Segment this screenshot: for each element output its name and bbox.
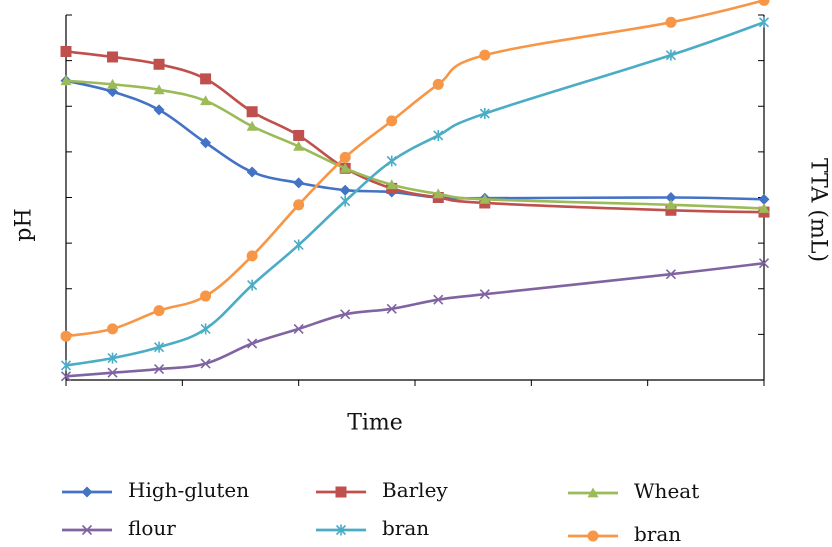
data-point (433, 129, 444, 141)
data-point (386, 179, 398, 190)
legend-label: bran (382, 516, 430, 540)
data-point (247, 338, 258, 349)
legend-marker (81, 486, 93, 498)
y-axis-left-title: pH (11, 208, 37, 242)
data-point (339, 151, 351, 163)
series-line (65, 0, 765, 338)
data-point (432, 78, 444, 90)
data-point (200, 73, 212, 85)
series-5 (60, 0, 770, 342)
legend-key (62, 486, 112, 498)
data-point (246, 166, 258, 178)
data-point (665, 192, 677, 203)
data-point (293, 239, 304, 251)
series-line (65, 79, 765, 201)
series-line (65, 261, 765, 378)
data-point (60, 46, 72, 57)
data-point (200, 95, 212, 106)
data-point (339, 184, 351, 196)
data-point (60, 371, 72, 382)
data-point (340, 195, 351, 207)
x-axis-title: Time (347, 410, 403, 436)
data-point (153, 305, 165, 317)
data-point (432, 188, 444, 199)
data-point (479, 193, 491, 204)
data-point (107, 367, 118, 378)
data-point (200, 323, 211, 335)
series-3 (60, 258, 770, 382)
data-point (665, 269, 676, 280)
data-point (433, 294, 444, 305)
data-point (665, 16, 677, 28)
data-point (107, 323, 119, 335)
data-point (60, 330, 72, 342)
data-point (60, 75, 72, 86)
legend-key (316, 486, 366, 498)
legend-marker (587, 530, 599, 542)
series-line (65, 50, 765, 214)
series-line (65, 79, 765, 210)
data-point (479, 49, 491, 61)
data-point (107, 78, 119, 89)
data-point (758, 202, 770, 213)
data-point (107, 51, 119, 63)
data-point (200, 290, 212, 302)
data-point (246, 120, 258, 131)
data-point (386, 303, 397, 314)
legend-key (62, 524, 112, 536)
data-point (247, 279, 258, 291)
legend-label: flour (128, 516, 176, 540)
data-point (479, 108, 490, 120)
data-point (154, 363, 165, 375)
legend-label: High-gluten (128, 478, 250, 502)
data-point (386, 155, 397, 167)
legend-key (568, 530, 618, 542)
legend-marker (335, 524, 347, 536)
data-point (246, 106, 258, 118)
data-point (339, 162, 351, 173)
legend-marker (335, 486, 347, 498)
data-point (758, 0, 770, 6)
data-point (665, 204, 677, 216)
data-point (153, 104, 165, 116)
data-point (293, 199, 305, 211)
data-point (293, 177, 305, 189)
data-point (758, 193, 770, 205)
data-point (200, 358, 211, 369)
data-point (479, 289, 490, 300)
data-point (153, 58, 165, 70)
data-point (758, 16, 770, 28)
data-point (665, 49, 676, 61)
series-0 (60, 75, 770, 205)
data-point (293, 323, 304, 334)
data-point (107, 352, 118, 364)
legend-key (568, 487, 618, 498)
series-1 (60, 46, 770, 218)
data-point (665, 199, 677, 210)
data-point (153, 84, 165, 95)
legend-label: Barley (382, 478, 448, 502)
legend-marker (587, 487, 599, 498)
data-point (200, 137, 212, 149)
legend-label: bran (634, 522, 682, 546)
data-point (293, 129, 305, 141)
series-4 (60, 16, 770, 371)
data-point (60, 359, 72, 371)
data-point (246, 250, 258, 262)
series-2 (60, 75, 770, 213)
y-axis-right-title: TTA (mL) (805, 157, 831, 263)
legend-label: Wheat (634, 479, 700, 503)
data-point (386, 115, 398, 127)
data-point (758, 258, 770, 269)
data-point (154, 341, 165, 353)
data-point (107, 86, 119, 98)
legend-marker (81, 524, 93, 536)
data-point (340, 309, 351, 320)
legend-key (316, 524, 366, 536)
data-point (293, 140, 305, 151)
